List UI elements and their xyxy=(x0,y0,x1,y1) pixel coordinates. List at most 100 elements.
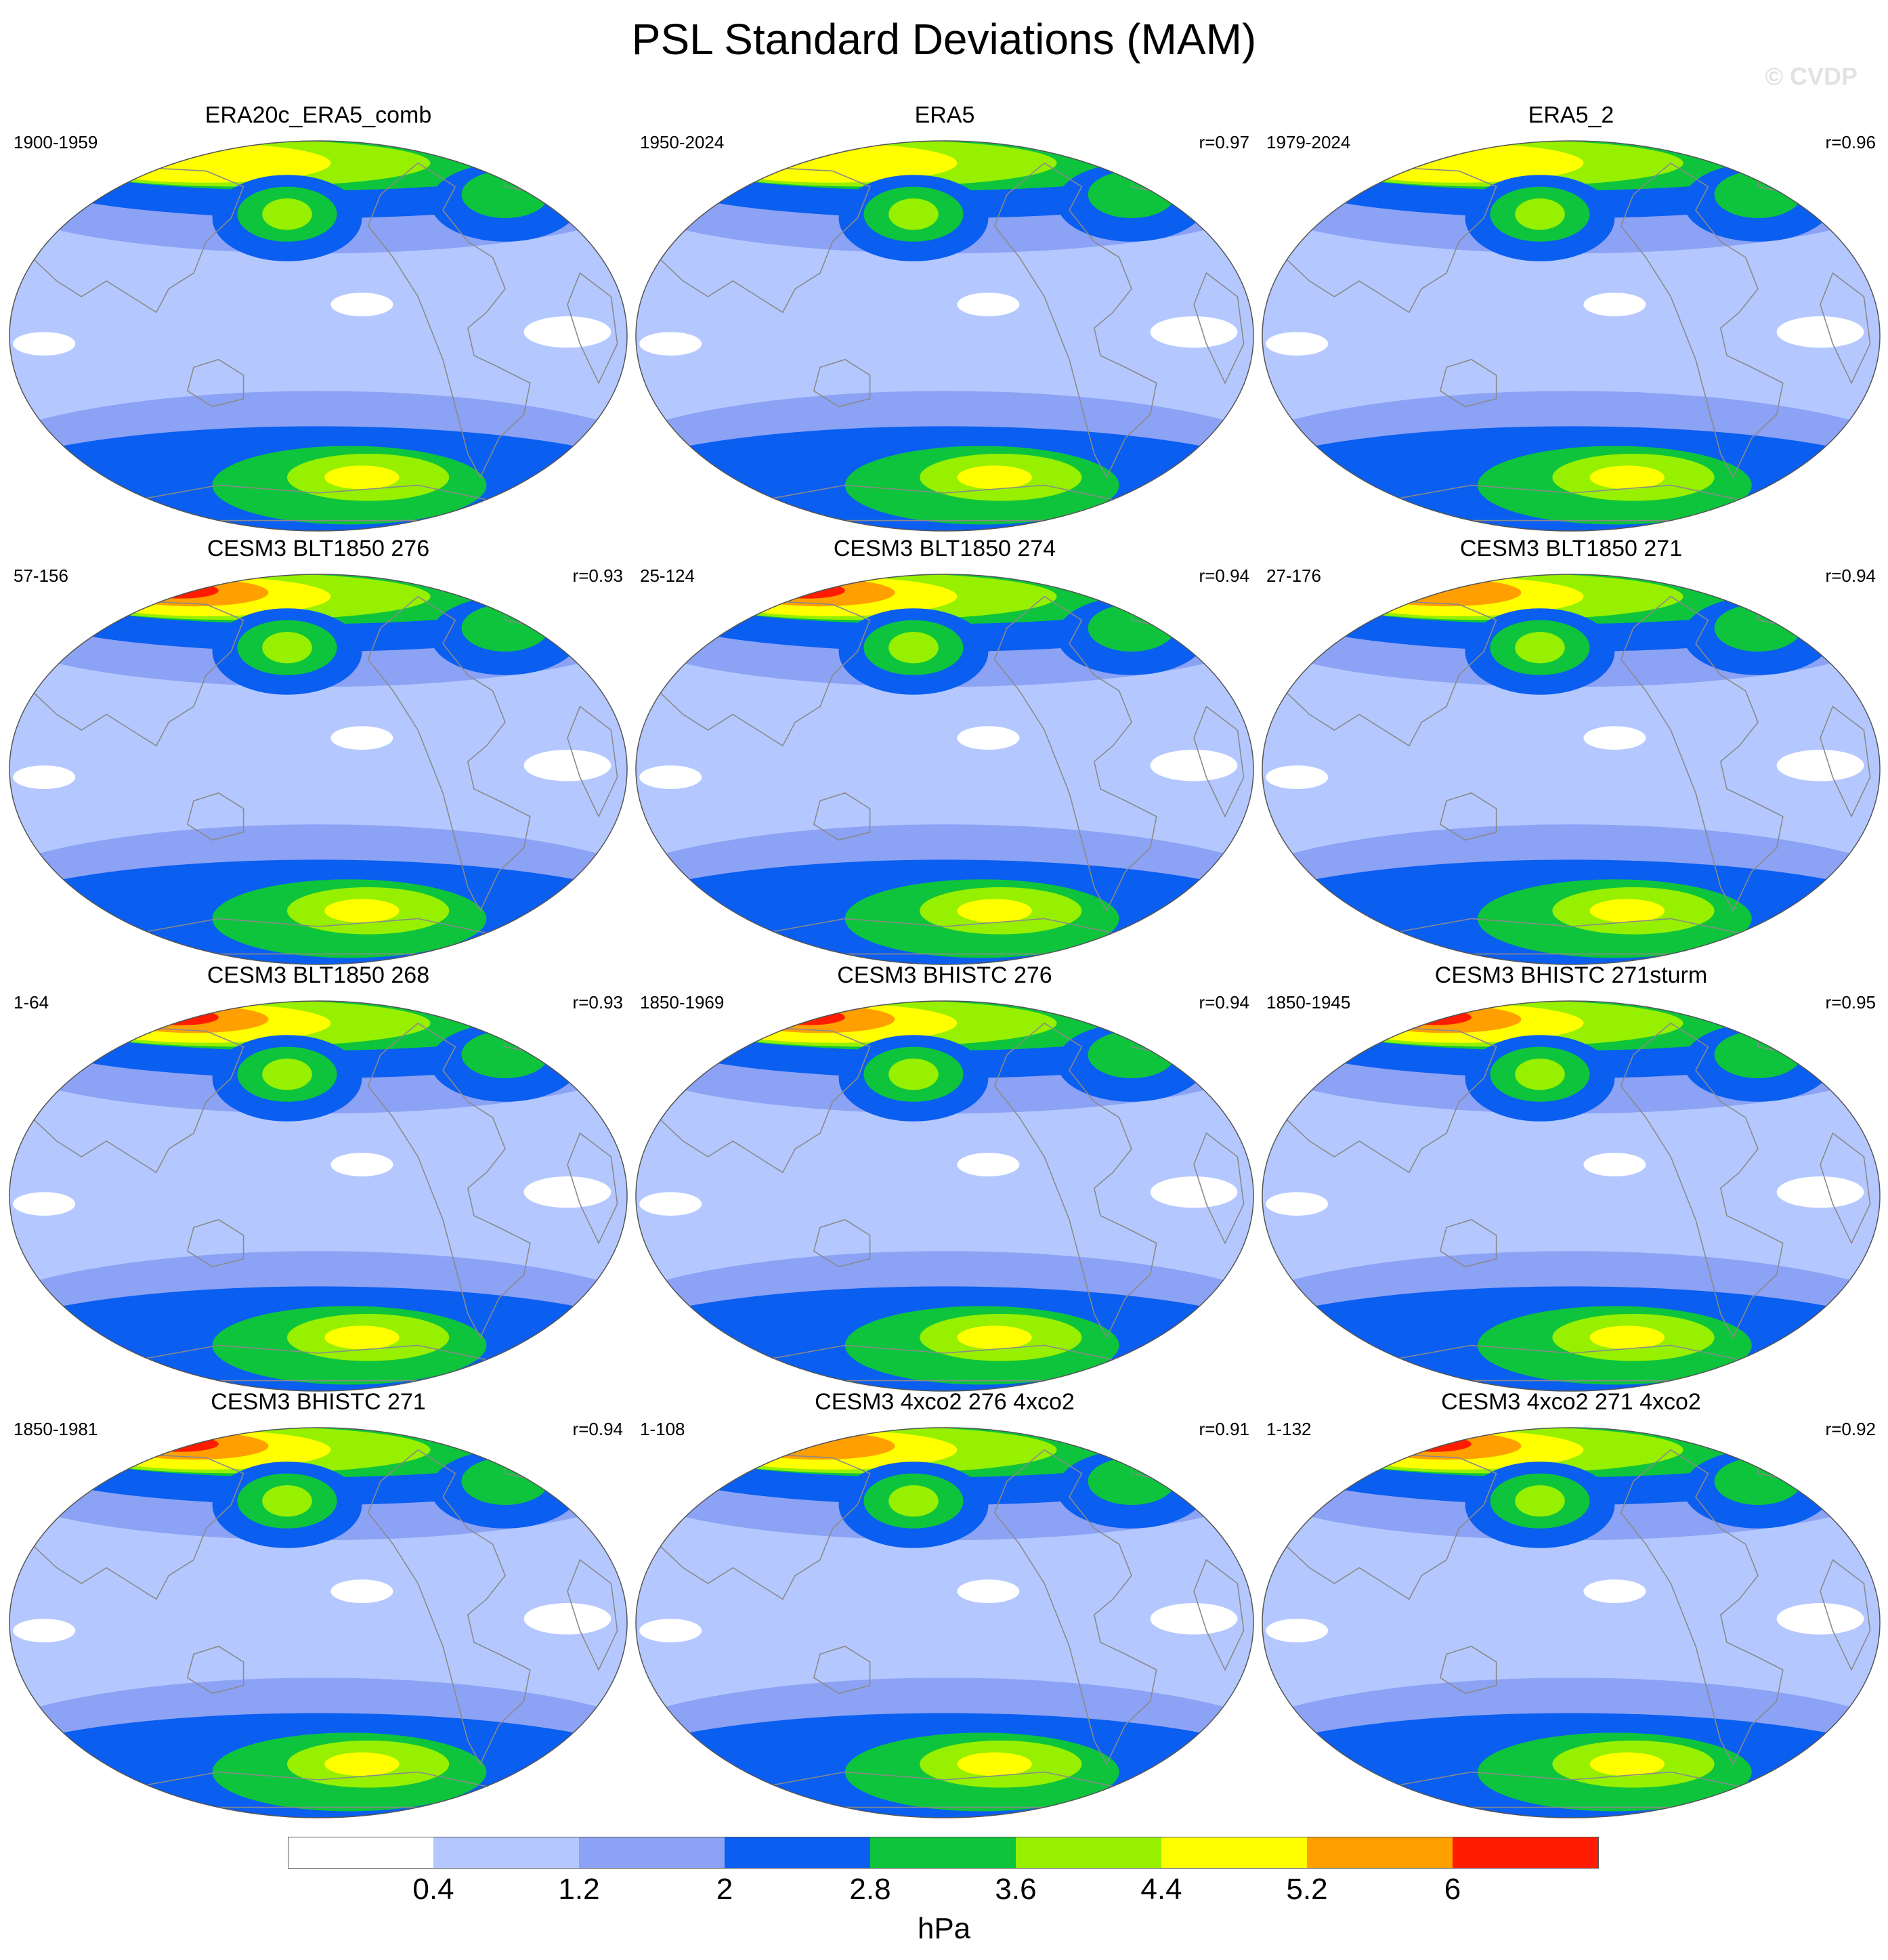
coastline xyxy=(757,918,1121,955)
contour-fill xyxy=(13,1619,76,1642)
coastline xyxy=(18,166,244,314)
panel-correlation: r=0.94 xyxy=(1199,566,1249,586)
coastline xyxy=(1131,154,1182,196)
panel-years: 1900-1959 xyxy=(14,132,98,152)
panel-correlation: r=0.97 xyxy=(1199,132,1249,152)
contour-fill xyxy=(770,1009,845,1025)
contour-fill xyxy=(461,1457,549,1505)
contour-fill xyxy=(1371,578,1522,607)
coastline xyxy=(1620,595,1784,912)
contour-fill xyxy=(1583,1153,1646,1176)
contour-fill xyxy=(1776,1176,1864,1208)
coastline xyxy=(993,162,1157,479)
colorbar xyxy=(288,1837,1599,1869)
coastline xyxy=(1757,1015,1809,1056)
coastline xyxy=(1820,272,1871,385)
map-outline xyxy=(635,1427,1254,1818)
panel-correlation: r=0.92 xyxy=(1825,1419,1876,1439)
colorbar-tick-label: 6 xyxy=(1444,1873,1461,1906)
coastline xyxy=(645,166,871,314)
contour-fill xyxy=(957,1153,1020,1176)
panel-years: 1850-1945 xyxy=(1266,992,1351,1013)
map-panel: CESM3 BHISTC 276 1850-1969 r=0.94 xyxy=(633,960,1256,1394)
coastline xyxy=(757,1771,1121,1808)
coastline xyxy=(18,1026,244,1174)
contour-fill xyxy=(1589,1325,1665,1350)
panel-title: ERA5 xyxy=(914,102,975,128)
map-outline xyxy=(9,140,628,532)
contour-fill xyxy=(888,198,939,230)
coastline xyxy=(1383,1344,1748,1382)
coastline xyxy=(813,358,871,408)
contour-fill xyxy=(888,632,939,664)
panel-years: 1-132 xyxy=(1266,1419,1312,1439)
panel-years: 27-176 xyxy=(1266,566,1321,586)
contour-fill xyxy=(523,1603,612,1635)
map-svg xyxy=(9,1427,628,1818)
panel-years: 1-64 xyxy=(14,992,49,1013)
coastline xyxy=(567,272,618,385)
coastline xyxy=(18,599,244,747)
contour-fill xyxy=(888,1485,939,1517)
contour-fill xyxy=(144,1436,219,1452)
panel-correlation: r=0.93 xyxy=(572,566,623,586)
coastline xyxy=(1439,358,1497,408)
map-panel: CESM3 BLT1850 274 25-124 r=0.94 xyxy=(633,534,1256,967)
contour-fill xyxy=(330,1579,393,1603)
contour-fill xyxy=(1515,632,1565,664)
contour-fill xyxy=(13,332,76,356)
colorbar-tick-label: 2.8 xyxy=(849,1873,891,1906)
colorbar-swatch xyxy=(1453,1837,1599,1868)
coastline xyxy=(1383,918,1748,955)
contour-fill xyxy=(770,582,845,599)
coastline xyxy=(645,1453,871,1600)
panel-title: CESM3 BHISTC 276 xyxy=(837,962,1052,988)
coastline xyxy=(186,1645,244,1695)
contour-fill xyxy=(1776,750,1864,782)
colorbar-tick-label: 5.2 xyxy=(1286,1873,1328,1906)
map-outline xyxy=(9,574,628,965)
contour-fill xyxy=(1515,1485,1565,1517)
coastline xyxy=(131,1771,495,1808)
contour-fill xyxy=(330,726,393,750)
colorbar-tick-label: 2 xyxy=(716,1873,733,1906)
contour-fill xyxy=(639,765,702,789)
colorbar-swatch xyxy=(1161,1837,1308,1868)
contour-fill xyxy=(1776,316,1864,348)
contour-fill xyxy=(1088,1457,1176,1505)
panel-title: CESM3 4xco2 276 4xco2 xyxy=(815,1389,1075,1415)
watermark: © CVDP xyxy=(1765,62,1858,90)
coastline xyxy=(1820,705,1871,818)
coastline xyxy=(1131,1441,1182,1483)
coastline xyxy=(1757,154,1809,196)
coastline xyxy=(567,705,618,818)
map-outline xyxy=(1262,140,1881,532)
contour-fill xyxy=(523,316,612,348)
contour-fill xyxy=(1714,1031,1802,1078)
contour-fill xyxy=(639,332,702,356)
contour-fill xyxy=(1088,604,1176,652)
map-panel: CESM3 4xco2 276 4xco2 1-108 r=0.91 xyxy=(633,1387,1256,1820)
map-svg xyxy=(635,574,1254,965)
map-outline xyxy=(9,1000,628,1392)
coastline xyxy=(1439,792,1497,841)
panel-years: 25-124 xyxy=(640,566,695,586)
coastline xyxy=(186,358,244,408)
coastline xyxy=(1757,588,1809,629)
coastline xyxy=(1193,272,1245,385)
coastline xyxy=(367,595,531,912)
colorbar-swatch xyxy=(579,1837,725,1868)
coastline xyxy=(645,599,871,747)
map-panel: CESM3 BLT1850 268 1-64 r=0.93 xyxy=(7,960,630,1394)
colorbar-swatch xyxy=(433,1837,580,1868)
map-svg xyxy=(1262,1427,1881,1818)
contour-fill xyxy=(144,582,219,599)
contour-fill xyxy=(1714,1457,1802,1505)
coastline xyxy=(367,1022,531,1339)
contour-fill xyxy=(324,899,400,923)
contour-fill xyxy=(745,1432,895,1460)
contour-fill xyxy=(330,1153,393,1176)
contour-fill xyxy=(957,465,1032,490)
panel-correlation: r=0.91 xyxy=(1199,1419,1249,1439)
panel-years: 1850-1981 xyxy=(14,1419,98,1439)
